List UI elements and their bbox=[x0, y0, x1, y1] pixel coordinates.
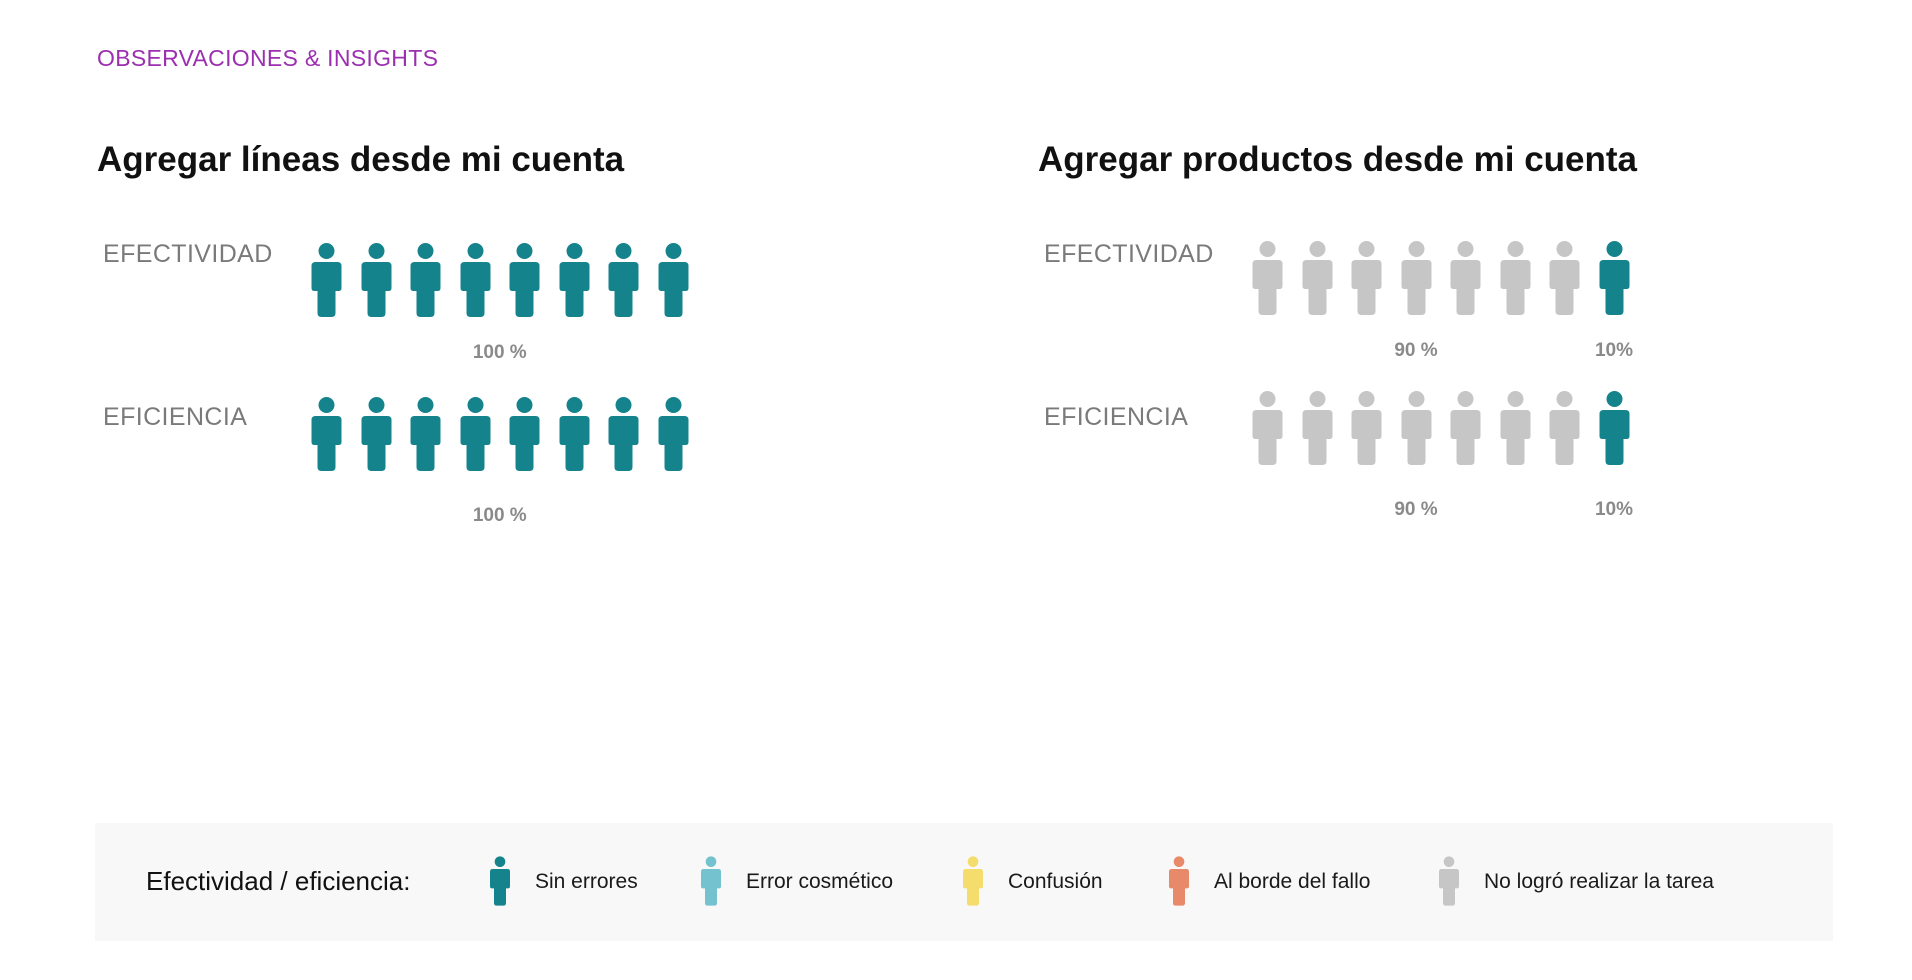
metric-row-eficiencia: EFICIENCIA 100 % bbox=[97, 397, 997, 543]
person-icon bbox=[460, 243, 490, 317]
person-icon bbox=[559, 397, 589, 471]
person-figure bbox=[608, 397, 640, 473]
legend-label: Confusión bbox=[1008, 870, 1103, 893]
person-figure bbox=[1302, 391, 1334, 467]
person-figure bbox=[1252, 391, 1284, 467]
person-icon bbox=[658, 243, 688, 317]
legend: Efectividad / eficiencia: Sin errores Er… bbox=[95, 823, 1833, 941]
person-figure bbox=[361, 243, 393, 319]
legend-swatch bbox=[701, 856, 721, 906]
person-icon bbox=[490, 856, 510, 906]
person-figure bbox=[658, 243, 690, 319]
person-figure bbox=[1302, 241, 1334, 317]
legend-label: Al borde del fallo bbox=[1214, 870, 1371, 893]
person-icon bbox=[1500, 241, 1530, 315]
person-icon bbox=[1450, 241, 1481, 315]
person-icon bbox=[1401, 391, 1431, 465]
panel-title: Agregar líneas desde mi cuenta bbox=[97, 140, 625, 179]
metric-label: EFECTIVIDAD bbox=[103, 240, 273, 268]
person-icon bbox=[1549, 391, 1580, 465]
percent-label: 10% bbox=[1594, 499, 1634, 520]
percent-label: 100 % bbox=[472, 342, 527, 363]
person-figure bbox=[1549, 391, 1581, 467]
person-icon bbox=[311, 397, 342, 471]
legend-swatch bbox=[1439, 856, 1459, 906]
person-icon bbox=[1450, 391, 1481, 465]
person-icon bbox=[509, 243, 540, 317]
metric-row-eficiencia: EFICIENCIA 90 % 10% bbox=[1038, 391, 1912, 543]
person-figure bbox=[1450, 241, 1482, 317]
person-figure bbox=[410, 243, 442, 319]
person-figure bbox=[361, 397, 393, 473]
person-icon bbox=[1302, 391, 1332, 465]
person-figure bbox=[460, 397, 492, 473]
person-figure bbox=[559, 397, 591, 473]
person-icon bbox=[608, 397, 639, 471]
metric-label: EFICIENCIA bbox=[103, 403, 248, 431]
legend-label: Error cosmético bbox=[746, 870, 894, 893]
person-icon bbox=[410, 397, 441, 471]
person-figure bbox=[608, 243, 640, 319]
person-figure bbox=[1599, 241, 1631, 317]
person-figure bbox=[1401, 391, 1433, 467]
person-icon bbox=[559, 243, 589, 317]
person-icon bbox=[1500, 391, 1530, 465]
person-figure bbox=[559, 243, 591, 319]
metric-label: EFICIENCIA bbox=[1044, 403, 1189, 431]
person-icon bbox=[361, 397, 391, 471]
metric-row-efectividad: EFECTIVIDAD 90 % 10% bbox=[1038, 240, 1912, 380]
legend-swatch bbox=[963, 856, 983, 906]
legend-label: Sin errores bbox=[535, 870, 638, 893]
person-icon bbox=[311, 243, 342, 317]
percent-label: 100 % bbox=[472, 505, 527, 526]
person-icon bbox=[1599, 241, 1629, 315]
percent-label: 90 % bbox=[1394, 499, 1438, 520]
person-figure bbox=[509, 397, 541, 473]
person-icon bbox=[410, 243, 441, 317]
percent-label: 10% bbox=[1594, 340, 1634, 361]
person-figure bbox=[1252, 241, 1284, 317]
person-icon bbox=[1401, 241, 1431, 315]
legend-label: No logró realizar la tarea bbox=[1484, 870, 1714, 893]
person-figure bbox=[1599, 391, 1631, 467]
person-icon bbox=[658, 397, 688, 471]
person-figure bbox=[1351, 391, 1383, 467]
metric-label: EFECTIVIDAD bbox=[1044, 240, 1214, 268]
person-figure bbox=[1500, 391, 1532, 467]
legend-swatch bbox=[1169, 856, 1189, 906]
person-icon bbox=[963, 856, 983, 906]
legend-title: Efectividad / eficiencia: bbox=[146, 866, 411, 896]
person-icon bbox=[1351, 241, 1382, 315]
person-figure bbox=[1450, 391, 1482, 467]
person-icon bbox=[1351, 391, 1382, 465]
person-icon bbox=[1599, 391, 1629, 465]
person-figure bbox=[460, 243, 492, 319]
person-icon bbox=[1302, 241, 1332, 315]
person-figure bbox=[311, 243, 343, 319]
percent-label: 90 % bbox=[1394, 340, 1438, 361]
person-icon bbox=[1169, 856, 1189, 906]
person-figure bbox=[658, 397, 690, 473]
person-figure bbox=[410, 397, 442, 473]
person-icon bbox=[361, 243, 391, 317]
person-icon bbox=[1439, 856, 1459, 906]
section-eyebrow: OBSERVACIONES & INSIGHTS bbox=[97, 45, 439, 71]
person-figure bbox=[1549, 241, 1581, 317]
panel-title: Agregar productos desde mi cuenta bbox=[1038, 140, 1638, 179]
person-icon bbox=[1549, 241, 1580, 315]
person-icon bbox=[1252, 241, 1283, 315]
person-figure bbox=[509, 243, 541, 319]
person-figure bbox=[1401, 241, 1433, 317]
metric-row-efectividad: EFECTIVIDAD 100 % bbox=[97, 240, 997, 380]
legend-swatch bbox=[490, 856, 510, 906]
person-icon bbox=[509, 397, 540, 471]
person-figure bbox=[1500, 241, 1532, 317]
person-icon bbox=[1252, 391, 1283, 465]
person-icon bbox=[701, 856, 721, 906]
person-icon bbox=[460, 397, 490, 471]
person-icon bbox=[608, 243, 639, 317]
person-figure bbox=[311, 397, 343, 473]
person-figure bbox=[1351, 241, 1383, 317]
